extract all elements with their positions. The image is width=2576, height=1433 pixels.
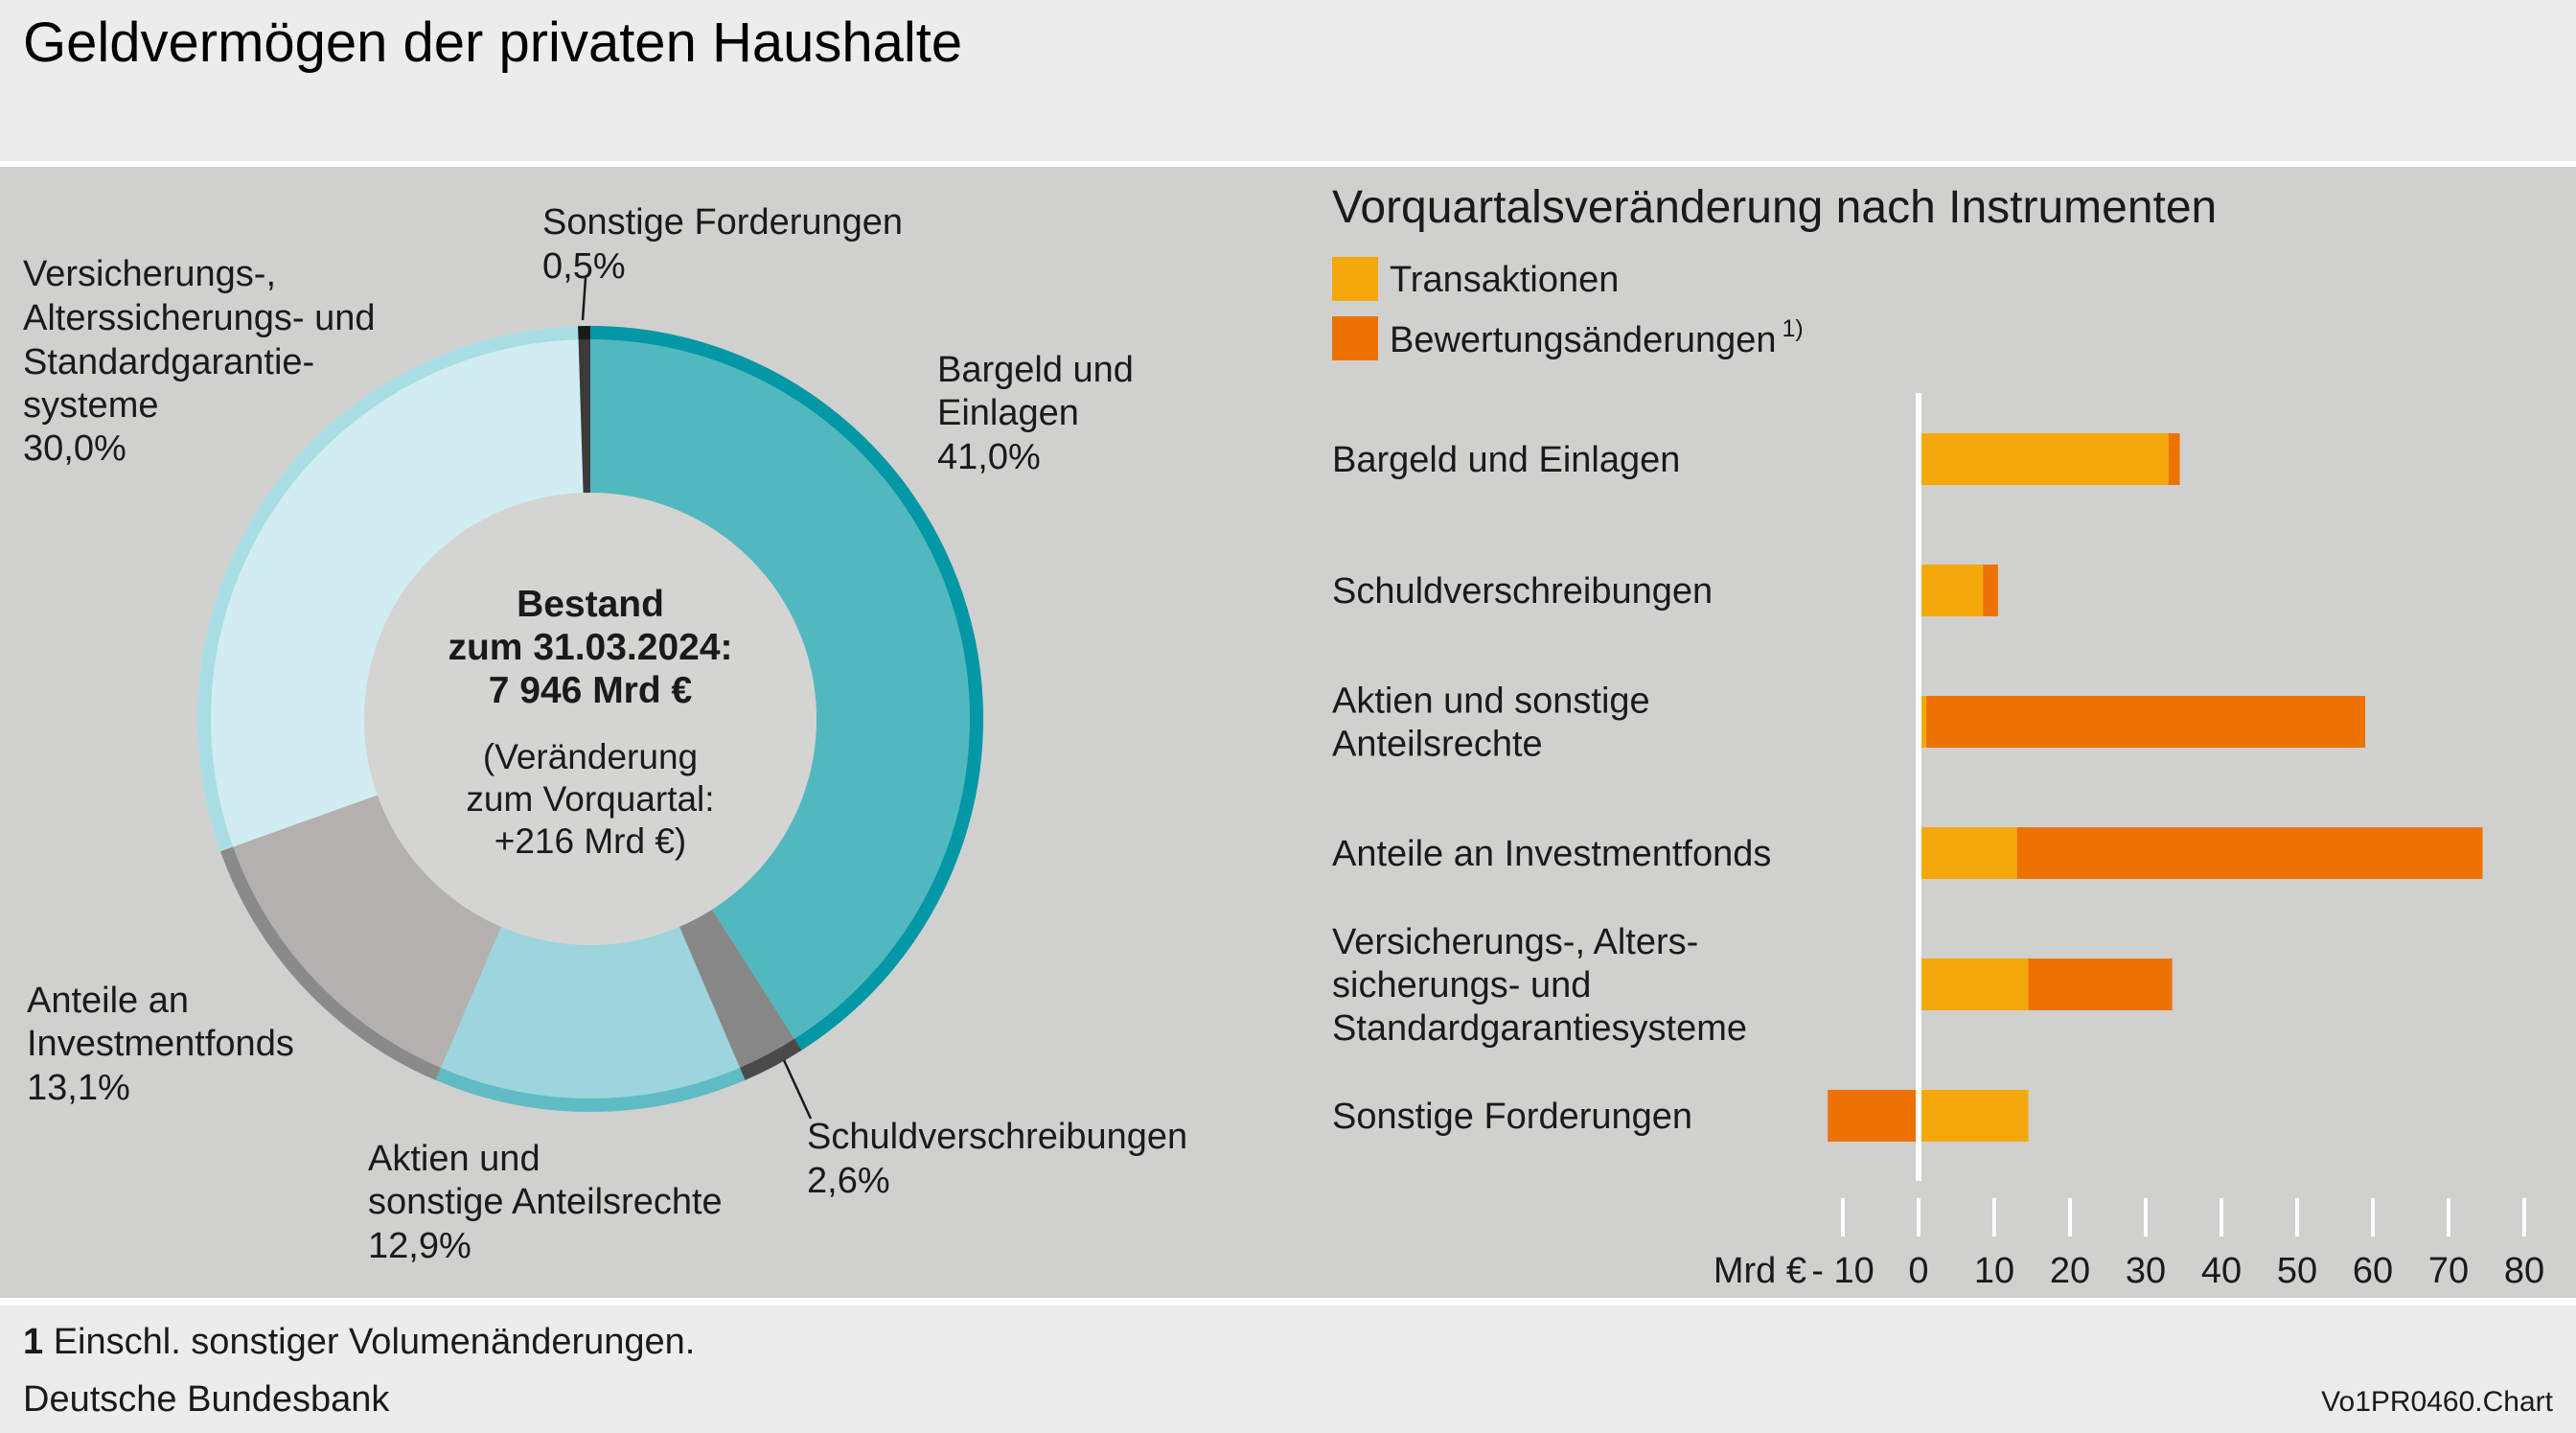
donut-slice-bargeld-und-einlagen	[590, 326, 984, 1051]
tick-label-4: 20	[2050, 1251, 2090, 1291]
donut-ring-aktien-und-sonstige-anteilsrechte	[435, 1067, 746, 1112]
label-investmentfonds: Anteile an Investmentfonds 13,1%	[27, 981, 294, 1108]
bar-transaktionen-3	[1919, 696, 1926, 748]
bar-bewertungs-nderungen-5	[2028, 959, 2173, 1010]
donut-ring-anteile-an-investmentfonds	[219, 846, 442, 1080]
donut-slice-aktien-und-sonstige-anteilsrechte	[435, 926, 746, 1113]
svg-text:sonstige Anteilsrechte: sonstige Anteilsrechte	[368, 1182, 723, 1222]
svg-text:12,9%: 12,9%	[368, 1226, 472, 1266]
bar-chart-title: Vorquartalsveränderung nach Instrumenten	[1332, 182, 2217, 233]
center-total: 7 946 Mrd €	[489, 670, 692, 711]
source: Deutsche Bundesbank	[23, 1379, 390, 1420]
svg-text:Aktien und: Aktien und	[368, 1139, 540, 1179]
top-divider	[0, 161, 2576, 167]
leader-sonstige	[581, 277, 587, 321]
center-line-5: zum Vorquartal:	[466, 779, 714, 819]
leader-schuld	[782, 1059, 813, 1120]
bar-transaktionen-2	[1919, 565, 1984, 616]
svg-text:Einlagen: Einlagen	[937, 393, 1079, 433]
donut-ring-versicherungs-alterssicherungs-und-standardgarantiesysteme	[197, 326, 579, 852]
bar-bewertungs-nderungen-6	[1828, 1090, 1919, 1142]
legend-swatch-transaktionen	[1332, 257, 1378, 301]
label-aktien: Aktien und sonstige Anteilsrechte 12,9%	[368, 1139, 723, 1266]
category-label-3-line-1: Aktien und sonstige	[1332, 682, 1650, 722]
svg-text:Sonstige Forderungen: Sonstige Forderungen	[542, 202, 903, 243]
tick-label-8: 60	[2353, 1251, 2393, 1291]
tick-label-10: 80	[2504, 1251, 2544, 1291]
svg-text:systeme: systeme	[23, 385, 158, 426]
tick-label-3: 10	[1974, 1251, 2014, 1291]
svg-text:Standardgarantie-: Standardgarantie-	[23, 342, 314, 382]
label-versicherungen: Versicherungs-, Alterssicherungs- und St…	[23, 254, 376, 469]
svg-text:0,5%: 0,5%	[542, 246, 626, 287]
center-line-2: zum 31.03.2024:	[448, 627, 732, 668]
donut-slice-sonstige-forderungen	[578, 326, 590, 494]
bottom-divider	[0, 1298, 2576, 1306]
category-label-4-line-1: Anteile an Investmentfonds	[1332, 834, 1771, 874]
svg-text:Bargeld und: Bargeld und	[937, 350, 1134, 390]
donut-chart	[196, 325, 984, 1113]
tick-label-6: 40	[2201, 1251, 2242, 1291]
chart-id: Vo1PR0460.Chart	[2321, 1386, 2553, 1418]
bar-transaktionen-6	[1919, 1090, 2029, 1142]
center-line-1: Bestand	[517, 584, 664, 625]
legend-swatch-bewertung	[1332, 316, 1378, 360]
svg-text:Schuldverschreibungen: Schuldverschreibungen	[807, 1117, 1187, 1157]
bar-transaktionen-1	[1919, 433, 2169, 485]
footnote: 1 Einschl. sonstiger Volumenänderungen.	[23, 1322, 695, 1362]
category-label-5-line-1: Versicherungs-, Alters-	[1332, 922, 1698, 962]
bar-chart: Bargeld und Einlagen Schuldverschreibunge…	[1332, 393, 2483, 1181]
donut-hole	[364, 493, 816, 945]
svg-text:Alterssicherungs- und: Alterssicherungs- und	[23, 298, 376, 338]
label-bargeld: Bargeld und Einlagen 41,0%	[937, 350, 1134, 477]
donut-slice-schuldverschreibungen	[678, 909, 802, 1080]
category-label-5-line-2: sicherungs- und	[1332, 965, 1591, 1005]
tick-label-1: - 10	[1811, 1251, 1874, 1291]
tick-label-7: 50	[2277, 1251, 2317, 1291]
donut-ring-schuldverschreibungen	[739, 1038, 802, 1080]
svg-text:Investmentfonds: Investmentfonds	[27, 1024, 294, 1064]
tick-label-5: 30	[2126, 1251, 2166, 1291]
svg-text:13,1%: 13,1%	[27, 1068, 130, 1108]
category-label-5-line-3: Standardgarantiesysteme	[1332, 1008, 1747, 1049]
label-schuldverschreibungen: Schuldverschreibungen 2,6%	[807, 1117, 1187, 1201]
bar-bewertungs-nderungen-4	[2016, 827, 2483, 879]
bar-bewertungs-nderungen-3	[1925, 696, 2366, 748]
center-change: +216 Mrd €)	[494, 821, 687, 861]
category-label-2-line-1: Schuldverschreibungen	[1332, 571, 1713, 612]
svg-text:Anteile an: Anteile an	[27, 981, 189, 1021]
donut-slice-anteile-an-investmentfonds	[219, 795, 502, 1080]
tick-label-9: 70	[2428, 1251, 2469, 1291]
svg-text:30,0%: 30,0%	[23, 428, 126, 469]
bar-transaktionen-5	[1919, 959, 2029, 1010]
svg-text:2,6%: 2,6%	[807, 1161, 890, 1201]
donut-center-text: Bestand zum 31.03.2024: 7 946 Mrd € (Ver…	[448, 584, 732, 861]
page-title: Geldvermögen der privaten Haushalte	[23, 12, 962, 74]
donut-ring-bargeld-und-einlagen	[589, 326, 983, 1051]
bar-transaktionen-4	[1919, 827, 2017, 879]
legend-label-transaktionen: Transaktionen	[1390, 260, 1619, 300]
axis-unit: Mrd €	[1714, 1251, 1806, 1291]
tick-label-2: 0	[1908, 1251, 1928, 1291]
svg-text:Versicherungs-,: Versicherungs-,	[23, 254, 276, 294]
legend-label-bewertung: Bewertungsänderungen 1)	[1390, 315, 1804, 360]
bar-bewertungs-nderungen-1	[2168, 433, 2180, 485]
category-label-1-line-1: Bargeld und Einlagen	[1332, 440, 1680, 480]
category-label-6-line-1: Sonstige Forderungen	[1332, 1097, 1692, 1137]
legend: Transaktionen Bewertungsänderungen 1)	[1332, 257, 1804, 360]
bar-bewertungs-nderungen-2	[1983, 565, 1998, 616]
category-label-3-line-2: Anteilsrechte	[1332, 725, 1543, 765]
footer: 1 Einschl. sonstiger Volumenänderungen. …	[23, 1322, 2554, 1420]
svg-text:41,0%: 41,0%	[937, 437, 1041, 477]
label-sonstige-forderungen: Sonstige Forderungen 0,5%	[542, 202, 903, 287]
center-line-4: (Veränderung	[483, 737, 698, 776]
x-axis: - 10 0 10 20 30 40 50 60 70 80 Mrd €	[1714, 1198, 2544, 1291]
donut-slice-versicherungs-alterssicherungs-und-standardgarantiesysteme	[196, 326, 584, 852]
